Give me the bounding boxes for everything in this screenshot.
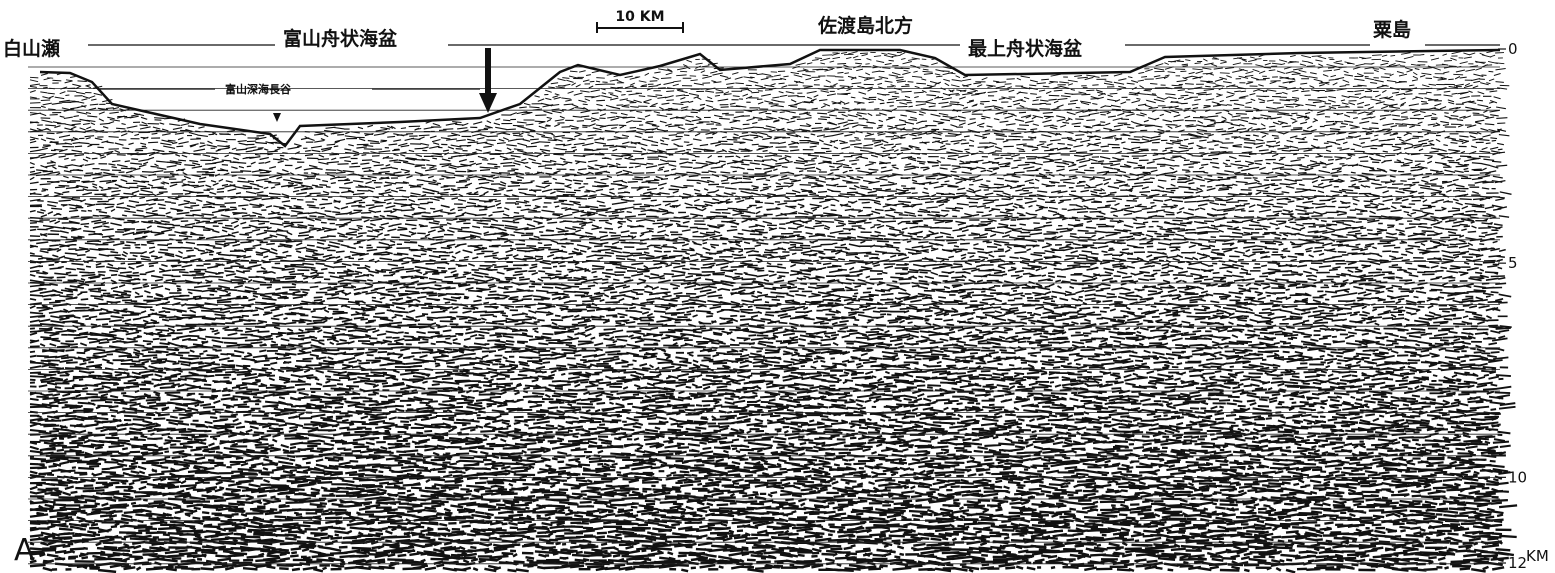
label-toyama-channel: 富山深海長谷	[225, 82, 292, 96]
reflector-row	[30, 377, 1503, 385]
reflector-row	[687, 56, 1503, 64]
label-awashima: 粟島	[1372, 18, 1411, 41]
reflector-row	[658, 65, 1506, 72]
reflector-row	[30, 520, 1502, 528]
channel-marker	[273, 113, 281, 122]
label-hakusan-se: 白山瀬	[3, 37, 60, 60]
panel-label: A	[14, 533, 35, 568]
tick-label: 12	[1508, 554, 1527, 572]
reflector-row	[30, 105, 1506, 112]
reflector-row	[30, 176, 1502, 184]
reflector-row	[30, 100, 1494, 108]
reflector-row	[30, 296, 1503, 304]
reflector-row	[30, 216, 1496, 224]
tick-label: 10	[1508, 468, 1527, 486]
reflector-row	[30, 440, 1509, 448]
tick-label: 0	[1508, 40, 1518, 58]
tick-label: 5	[1508, 254, 1518, 272]
axis-unit: KM	[1526, 547, 1549, 565]
reflector-row	[30, 160, 1498, 168]
reflector-row	[30, 273, 1505, 280]
seismic-texture	[30, 51, 1517, 573]
label-toyama-trough: 富山舟状海盆	[283, 27, 398, 50]
label-sado-north: 佐渡島北方	[817, 14, 913, 37]
reflector-row	[30, 188, 1512, 196]
scale-bar-label: 10 KM	[615, 9, 664, 25]
arrow	[479, 48, 497, 113]
label-mogami-trough: 最上舟状海盆	[968, 37, 1083, 60]
reflector-row	[30, 228, 1499, 236]
seismic-profile: 白山瀬 富山舟状海盆 佐渡島北方 最上舟状海盆 粟島 富山深海長谷 10 KM …	[0, 0, 1555, 573]
